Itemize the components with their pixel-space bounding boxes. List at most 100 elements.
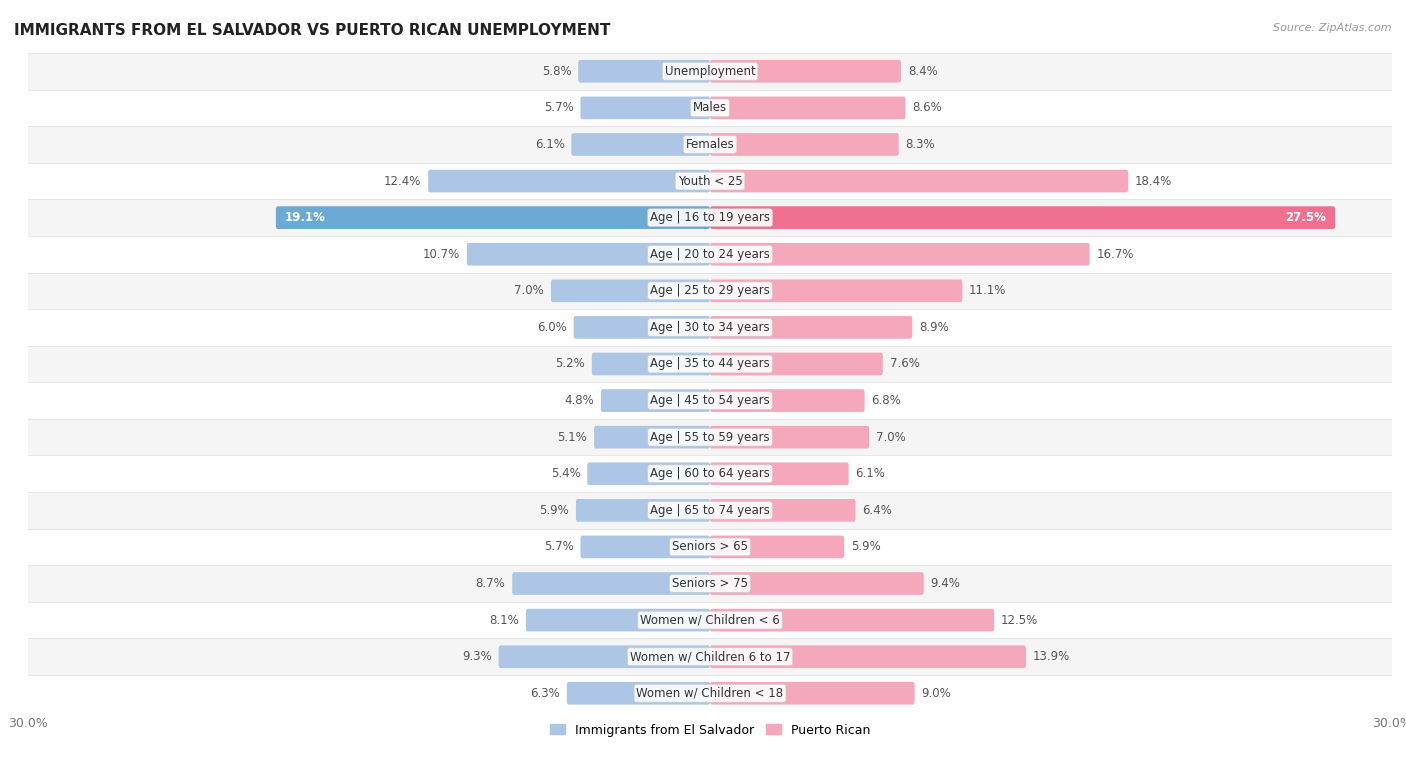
FancyBboxPatch shape bbox=[710, 133, 898, 156]
Text: 12.4%: 12.4% bbox=[384, 175, 422, 188]
Text: 9.0%: 9.0% bbox=[921, 687, 952, 699]
FancyBboxPatch shape bbox=[710, 353, 883, 375]
Text: Age | 35 to 44 years: Age | 35 to 44 years bbox=[650, 357, 770, 370]
Text: 8.9%: 8.9% bbox=[920, 321, 949, 334]
Text: 8.3%: 8.3% bbox=[905, 138, 935, 151]
FancyBboxPatch shape bbox=[512, 572, 710, 595]
FancyBboxPatch shape bbox=[710, 426, 869, 448]
FancyBboxPatch shape bbox=[578, 60, 710, 83]
Text: Women w/ Children 6 to 17: Women w/ Children 6 to 17 bbox=[630, 650, 790, 663]
Text: 11.1%: 11.1% bbox=[969, 285, 1007, 298]
Text: 4.8%: 4.8% bbox=[564, 394, 595, 407]
Text: IMMIGRANTS FROM EL SALVADOR VS PUERTO RICAN UNEMPLOYMENT: IMMIGRANTS FROM EL SALVADOR VS PUERTO RI… bbox=[14, 23, 610, 38]
Text: 5.1%: 5.1% bbox=[558, 431, 588, 444]
Text: Females: Females bbox=[686, 138, 734, 151]
Text: 6.4%: 6.4% bbox=[862, 504, 893, 517]
Bar bbox=[28, 346, 1392, 382]
Text: 10.7%: 10.7% bbox=[423, 248, 460, 260]
FancyBboxPatch shape bbox=[710, 97, 905, 119]
Text: 6.1%: 6.1% bbox=[534, 138, 565, 151]
Bar bbox=[28, 236, 1392, 273]
FancyBboxPatch shape bbox=[467, 243, 710, 266]
Text: Source: ZipAtlas.com: Source: ZipAtlas.com bbox=[1274, 23, 1392, 33]
Text: 13.9%: 13.9% bbox=[1033, 650, 1070, 663]
Text: Youth < 25: Youth < 25 bbox=[678, 175, 742, 188]
Text: Age | 65 to 74 years: Age | 65 to 74 years bbox=[650, 504, 770, 517]
FancyBboxPatch shape bbox=[574, 316, 710, 338]
FancyBboxPatch shape bbox=[710, 536, 844, 558]
FancyBboxPatch shape bbox=[710, 389, 865, 412]
Text: 8.6%: 8.6% bbox=[912, 101, 942, 114]
FancyBboxPatch shape bbox=[710, 499, 855, 522]
Bar bbox=[28, 163, 1392, 199]
Text: 12.5%: 12.5% bbox=[1001, 614, 1038, 627]
Text: Age | 45 to 54 years: Age | 45 to 54 years bbox=[650, 394, 770, 407]
Bar bbox=[28, 528, 1392, 565]
Text: 7.0%: 7.0% bbox=[876, 431, 905, 444]
Text: 9.4%: 9.4% bbox=[931, 577, 960, 590]
FancyBboxPatch shape bbox=[710, 170, 1128, 192]
FancyBboxPatch shape bbox=[710, 243, 1090, 266]
Text: Women w/ Children < 6: Women w/ Children < 6 bbox=[640, 614, 780, 627]
Bar bbox=[28, 309, 1392, 346]
Text: Age | 16 to 19 years: Age | 16 to 19 years bbox=[650, 211, 770, 224]
Text: 6.1%: 6.1% bbox=[855, 467, 886, 480]
Text: 5.7%: 5.7% bbox=[544, 540, 574, 553]
Text: 5.2%: 5.2% bbox=[555, 357, 585, 370]
Text: Age | 30 to 34 years: Age | 30 to 34 years bbox=[650, 321, 770, 334]
FancyBboxPatch shape bbox=[710, 60, 901, 83]
Text: Age | 20 to 24 years: Age | 20 to 24 years bbox=[650, 248, 770, 260]
FancyBboxPatch shape bbox=[710, 279, 962, 302]
Text: 8.1%: 8.1% bbox=[489, 614, 519, 627]
Text: 5.8%: 5.8% bbox=[541, 65, 571, 78]
Bar bbox=[28, 638, 1392, 675]
Text: Age | 60 to 64 years: Age | 60 to 64 years bbox=[650, 467, 770, 480]
FancyBboxPatch shape bbox=[710, 207, 1336, 229]
FancyBboxPatch shape bbox=[710, 463, 849, 485]
FancyBboxPatch shape bbox=[567, 682, 710, 705]
Bar bbox=[28, 126, 1392, 163]
FancyBboxPatch shape bbox=[710, 572, 924, 595]
FancyBboxPatch shape bbox=[710, 316, 912, 338]
Bar bbox=[28, 273, 1392, 309]
Text: Age | 25 to 29 years: Age | 25 to 29 years bbox=[650, 285, 770, 298]
Bar bbox=[28, 602, 1392, 638]
Text: Unemployment: Unemployment bbox=[665, 65, 755, 78]
Text: 18.4%: 18.4% bbox=[1135, 175, 1173, 188]
Text: Age | 55 to 59 years: Age | 55 to 59 years bbox=[650, 431, 770, 444]
FancyBboxPatch shape bbox=[581, 536, 710, 558]
Bar bbox=[28, 199, 1392, 236]
Text: Males: Males bbox=[693, 101, 727, 114]
FancyBboxPatch shape bbox=[595, 426, 710, 448]
FancyBboxPatch shape bbox=[588, 463, 710, 485]
FancyBboxPatch shape bbox=[276, 207, 710, 229]
Text: 8.7%: 8.7% bbox=[475, 577, 506, 590]
Text: 19.1%: 19.1% bbox=[285, 211, 326, 224]
Bar bbox=[28, 492, 1392, 528]
Text: 5.4%: 5.4% bbox=[551, 467, 581, 480]
Bar bbox=[28, 419, 1392, 456]
FancyBboxPatch shape bbox=[429, 170, 710, 192]
Text: 27.5%: 27.5% bbox=[1285, 211, 1326, 224]
Text: Seniors > 65: Seniors > 65 bbox=[672, 540, 748, 553]
Text: 8.4%: 8.4% bbox=[908, 65, 938, 78]
FancyBboxPatch shape bbox=[581, 97, 710, 119]
Text: 6.3%: 6.3% bbox=[530, 687, 560, 699]
FancyBboxPatch shape bbox=[710, 682, 915, 705]
FancyBboxPatch shape bbox=[710, 646, 1026, 668]
FancyBboxPatch shape bbox=[526, 609, 710, 631]
FancyBboxPatch shape bbox=[551, 279, 710, 302]
Text: Seniors > 75: Seniors > 75 bbox=[672, 577, 748, 590]
Text: 9.3%: 9.3% bbox=[463, 650, 492, 663]
Bar bbox=[28, 675, 1392, 712]
FancyBboxPatch shape bbox=[571, 133, 710, 156]
Bar bbox=[28, 53, 1392, 89]
Text: 7.0%: 7.0% bbox=[515, 285, 544, 298]
Bar bbox=[28, 89, 1392, 126]
Text: Women w/ Children < 18: Women w/ Children < 18 bbox=[637, 687, 783, 699]
Text: 5.9%: 5.9% bbox=[540, 504, 569, 517]
Text: 6.8%: 6.8% bbox=[872, 394, 901, 407]
FancyBboxPatch shape bbox=[592, 353, 710, 375]
Legend: Immigrants from El Salvador, Puerto Rican: Immigrants from El Salvador, Puerto Rica… bbox=[544, 718, 876, 742]
FancyBboxPatch shape bbox=[499, 646, 710, 668]
